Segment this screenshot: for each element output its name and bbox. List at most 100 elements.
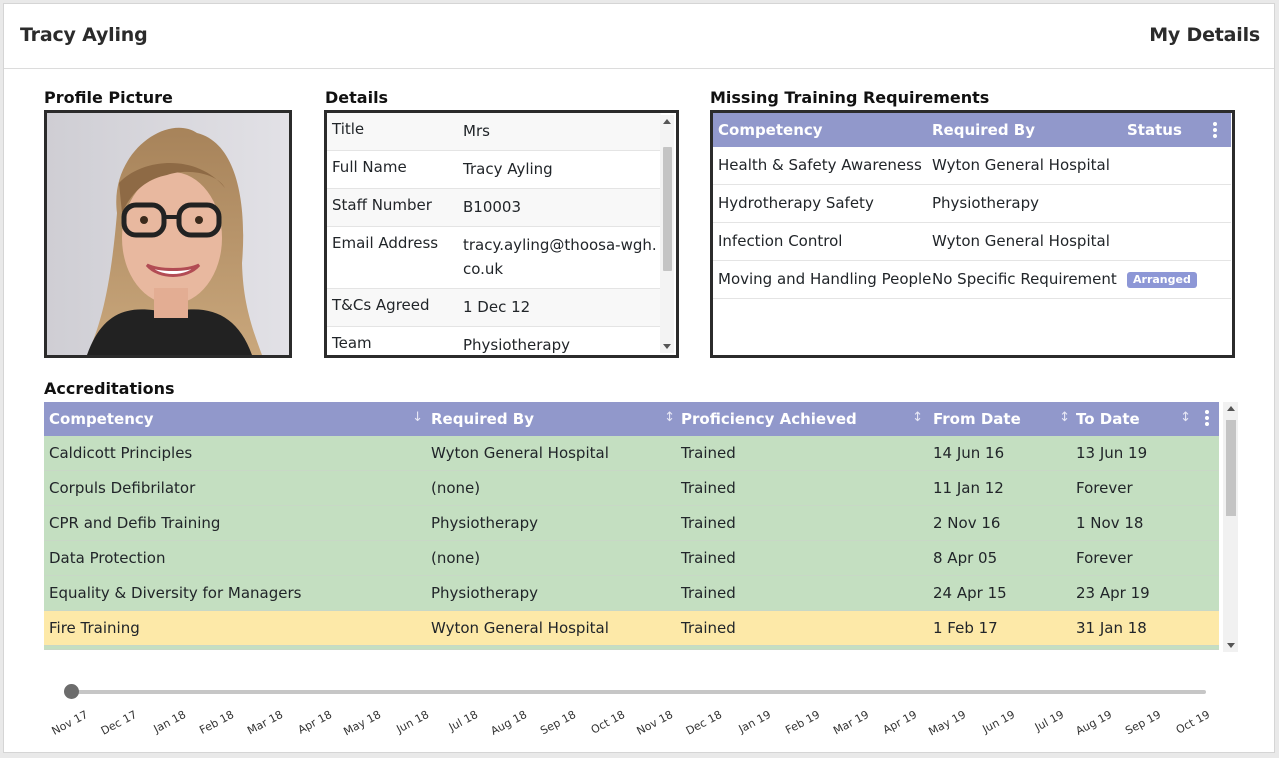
proficiency-cell: Trained bbox=[681, 479, 736, 497]
to-date-cell: 13 Jun 19 bbox=[1076, 444, 1148, 462]
details-panel[interactable]: Title Mrs Full Name Tracy Ayling Staff N… bbox=[324, 110, 679, 358]
details-value: B10003 bbox=[463, 198, 522, 216]
from-date-cell: 2 Nov 16 bbox=[933, 514, 1001, 532]
details-row-tcs: T&Cs Agreed 1 Dec 12 bbox=[327, 289, 661, 327]
profile-portrait-image bbox=[47, 113, 289, 355]
to-date-cell: 23 Apr 19 bbox=[1076, 584, 1150, 602]
competency-cell: Equality & Diversity for Managers bbox=[49, 584, 302, 602]
details-label: Full Name bbox=[332, 158, 407, 176]
table-header: Competency ↓ Required By ↕ Proficiency Ach… bbox=[44, 402, 1219, 436]
column-header-status[interactable]: Status bbox=[1127, 121, 1182, 139]
column-header-to-date[interactable]: To Date ↕ bbox=[1076, 410, 1219, 428]
to-date-cell: 31 Jan 18 bbox=[1076, 619, 1147, 637]
details-title: Details bbox=[325, 88, 389, 107]
required-by-cell: Wyton General Hospital bbox=[932, 156, 1110, 174]
table-row[interactable]: Equality & Diversity for Managers Physio… bbox=[44, 576, 1219, 611]
column-label: Competency bbox=[49, 410, 154, 428]
table-row[interactable]: CPR and Defib Training Physiotherapy Tra… bbox=[44, 506, 1219, 541]
table-row[interactable]: Caldicott Principles Wyton General Hospi… bbox=[44, 436, 1219, 471]
scrollbar-thumb[interactable] bbox=[1226, 420, 1236, 516]
scrollbar-thumb[interactable] bbox=[663, 147, 672, 271]
column-label: Required By bbox=[431, 410, 535, 428]
proficiency-cell: Trained bbox=[681, 444, 736, 462]
page-title: My Details bbox=[1149, 24, 1260, 46]
column-header-required-by[interactable]: Required By bbox=[932, 121, 1036, 139]
missing-training-title: Missing Training Requirements bbox=[710, 88, 990, 107]
accreditations-title: Accreditations bbox=[44, 379, 175, 398]
competency-cell: Health & Safety Awareness bbox=[718, 156, 922, 174]
table-row[interactable]: Corpuls Defibrilator (none) Trained 11 J… bbox=[44, 471, 1219, 506]
details-label: Team bbox=[332, 334, 372, 352]
missing-training-table: Competency Required By Status Health & S… bbox=[713, 113, 1231, 299]
details-value: 1 Dec 12 bbox=[463, 298, 531, 316]
status-cell: Arranged bbox=[1127, 267, 1231, 291]
from-date-cell: 24 Apr 15 bbox=[933, 584, 1007, 602]
status-badge: Arranged bbox=[1127, 271, 1197, 288]
details-label: T&Cs Agreed bbox=[332, 296, 430, 314]
competency-cell: Hydrotherapy Safety bbox=[718, 194, 874, 212]
column-label: Proficiency Achieved bbox=[681, 410, 857, 428]
scroll-up-icon[interactable] bbox=[1227, 406, 1235, 411]
details-row-email: Email Address tracy.ayling@thoosa-wgh.co… bbox=[327, 227, 661, 289]
competency-cell: Caldicott Principles bbox=[49, 444, 193, 462]
required-by-cell: Physiotherapy bbox=[431, 584, 538, 602]
to-date-cell: Forever bbox=[1076, 479, 1133, 497]
details-value: Tracy Ayling bbox=[463, 160, 553, 178]
table-row: Health & Safety Awareness Wyton General … bbox=[713, 147, 1231, 185]
to-date-cell: 1 Nov 18 bbox=[1076, 514, 1144, 532]
competency-cell: Infection Control bbox=[718, 232, 843, 250]
sort-icon[interactable]: ↕ bbox=[1059, 410, 1070, 425]
timeline-track[interactable] bbox=[72, 690, 1206, 694]
sort-icon[interactable]: ↕ bbox=[1180, 410, 1191, 425]
status-cell bbox=[1127, 191, 1231, 215]
column-header-proficiency[interactable]: Proficiency Achieved ↕ bbox=[681, 410, 933, 428]
accreditations-scrollbar[interactable] bbox=[1223, 402, 1238, 652]
details-value: tracy.ayling@thoosa-wgh.co.uk bbox=[463, 236, 657, 278]
status-cell bbox=[1127, 153, 1231, 177]
table-row[interactable]: Data Protection (none) Trained 8 Apr 05 … bbox=[44, 541, 1219, 576]
details-table: Title Mrs Full Name Tracy Ayling Staff N… bbox=[327, 113, 661, 355]
sort-down-icon[interactable]: ↓ bbox=[412, 410, 423, 425]
sort-icon[interactable]: ↕ bbox=[912, 410, 923, 425]
details-label: Email Address bbox=[332, 234, 439, 252]
competency-cell: Data Protection bbox=[49, 549, 166, 567]
scroll-up-icon[interactable] bbox=[663, 119, 671, 124]
required-by-cell: Wyton General Hospital bbox=[431, 619, 609, 637]
column-header-competency[interactable]: Competency ↓ bbox=[44, 410, 431, 428]
required-by-cell: Wyton General Hospital bbox=[431, 444, 609, 462]
column-header-competency[interactable]: Competency bbox=[718, 121, 823, 139]
details-scrollbar[interactable] bbox=[660, 115, 674, 353]
details-label: Staff Number bbox=[332, 196, 432, 214]
required-by-cell: Physiotherapy bbox=[431, 514, 538, 532]
from-date-cell: 11 Jan 12 bbox=[933, 479, 1004, 497]
competency-cell: CPR and Defib Training bbox=[49, 514, 221, 532]
missing-training-panel: Competency Required By Status Health & S… bbox=[710, 110, 1235, 358]
column-header-required-by[interactable]: Required By ↕ bbox=[431, 410, 681, 428]
scroll-down-icon[interactable] bbox=[663, 344, 671, 349]
column-label: To Date bbox=[1076, 410, 1140, 428]
column-header-from-date[interactable]: From Date ↕ bbox=[933, 410, 1076, 428]
profile-picture-frame bbox=[44, 110, 292, 358]
details-row-staff-number: Staff Number B10003 bbox=[327, 189, 661, 227]
proficiency-cell: Trained bbox=[681, 549, 736, 567]
top-bar: Tracy Ayling My Details bbox=[4, 4, 1274, 69]
competency-cell: Moving and Handling People bbox=[718, 270, 932, 288]
competency-cell: Corpuls Defibrilator bbox=[49, 479, 196, 497]
scroll-down-icon[interactable] bbox=[1227, 643, 1235, 648]
table-row[interactable]: Fire Training Wyton General Hospital Tra… bbox=[44, 611, 1219, 646]
column-menu-icon[interactable] bbox=[1205, 410, 1209, 426]
required-by-cell: No Specific Requirement bbox=[932, 270, 1117, 288]
sort-icon[interactable]: ↕ bbox=[664, 410, 675, 425]
from-date-cell: 14 Jun 16 bbox=[933, 444, 1005, 462]
column-menu-icon[interactable] bbox=[1213, 122, 1217, 138]
competency-cell: Fire Training bbox=[49, 619, 140, 637]
table-row: Moving and Handling People No Specific R… bbox=[713, 261, 1231, 299]
required-by-cell: (none) bbox=[431, 549, 481, 567]
proficiency-cell: Trained bbox=[681, 514, 736, 532]
details-row-team: Team Physiotherapy bbox=[327, 327, 661, 355]
table-row: Infection Control Wyton General Hospital bbox=[713, 223, 1231, 261]
status-cell bbox=[1127, 229, 1231, 253]
timeline-handle[interactable] bbox=[64, 684, 79, 699]
required-by-cell: Wyton General Hospital bbox=[932, 232, 1110, 250]
details-value: Mrs bbox=[463, 122, 490, 140]
